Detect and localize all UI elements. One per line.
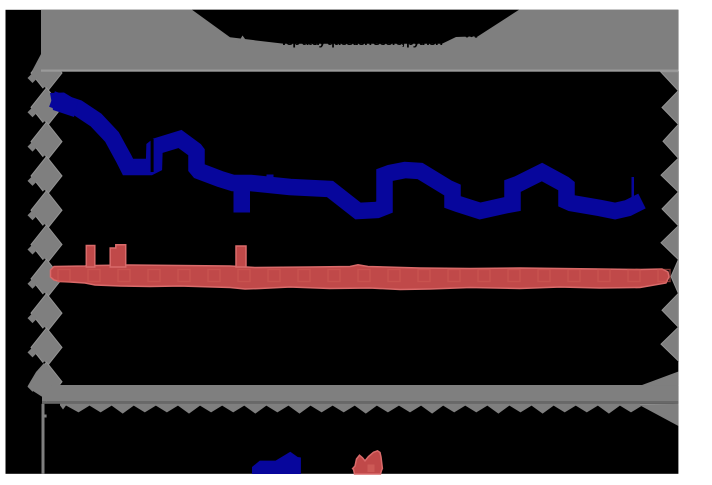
svg-text:Top daily question score, pyth: Top daily question score, python (280, 33, 443, 48)
